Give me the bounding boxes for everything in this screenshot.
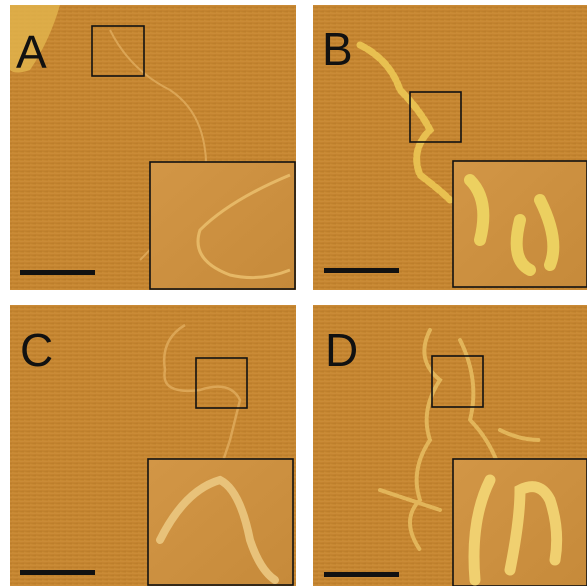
panel-label: D	[325, 324, 358, 376]
panel-c: C	[10, 305, 296, 586]
figure: A B C D	[0, 0, 587, 586]
panel-label: B	[322, 23, 353, 75]
panel-label: A	[16, 26, 47, 78]
page: A B C D (() => { const data = JSON.parse…	[0, 0, 587, 586]
panel-b: B	[313, 5, 587, 290]
scale-bar	[20, 270, 95, 275]
scale-bar	[20, 570, 95, 575]
panel-d: D	[313, 305, 587, 586]
scale-bar	[324, 572, 399, 577]
panel-label: C	[20, 324, 53, 376]
panel-a: A	[10, 5, 296, 290]
scale-bar	[324, 268, 399, 273]
